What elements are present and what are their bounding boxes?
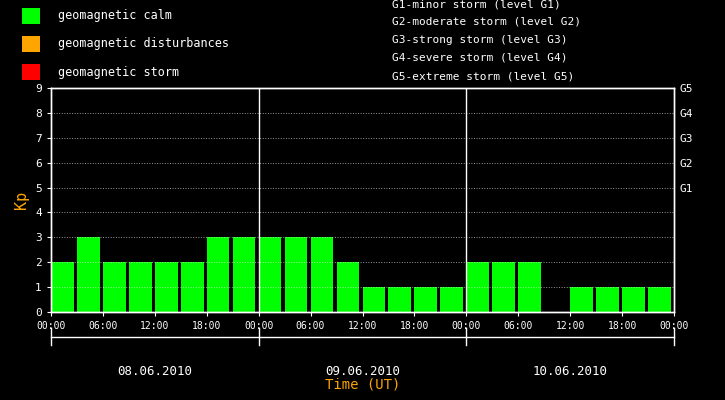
Bar	[259, 237, 281, 312]
Text: geomagnetic storm: geomagnetic storm	[58, 66, 179, 79]
Bar	[518, 262, 542, 312]
Bar	[103, 262, 125, 312]
Text: 10.06.2010: 10.06.2010	[533, 365, 608, 378]
Bar	[77, 237, 99, 312]
Bar	[154, 262, 178, 312]
Text: G1-minor storm (level G1): G1-minor storm (level G1)	[392, 0, 560, 9]
Bar	[571, 287, 593, 312]
FancyBboxPatch shape	[22, 64, 40, 80]
Bar	[466, 262, 489, 312]
Text: 09.06.2010: 09.06.2010	[325, 365, 400, 378]
Bar	[389, 287, 411, 312]
Text: G2-moderate storm (level G2): G2-moderate storm (level G2)	[392, 17, 581, 27]
Text: G4-severe storm (level G4): G4-severe storm (level G4)	[392, 52, 567, 62]
Bar	[181, 262, 204, 312]
Bar	[51, 262, 74, 312]
Bar	[597, 287, 619, 312]
Text: Time (UT): Time (UT)	[325, 378, 400, 392]
Bar	[129, 262, 152, 312]
Bar	[310, 237, 334, 312]
Bar	[285, 237, 307, 312]
FancyBboxPatch shape	[22, 36, 40, 52]
Bar	[233, 237, 255, 312]
Bar	[207, 237, 230, 312]
Bar	[492, 262, 515, 312]
Bar	[415, 287, 437, 312]
Text: G3-strong storm (level G3): G3-strong storm (level G3)	[392, 35, 567, 45]
Bar	[648, 287, 671, 312]
Text: geomagnetic calm: geomagnetic calm	[58, 9, 172, 22]
Text: geomagnetic disturbances: geomagnetic disturbances	[58, 38, 229, 50]
Bar	[441, 287, 463, 312]
Bar	[362, 287, 386, 312]
Text: 08.06.2010: 08.06.2010	[117, 365, 192, 378]
Bar	[336, 262, 360, 312]
Bar	[622, 287, 645, 312]
Y-axis label: Kp: Kp	[14, 191, 30, 209]
Text: G5-extreme storm (level G5): G5-extreme storm (level G5)	[392, 72, 573, 82]
FancyBboxPatch shape	[22, 8, 40, 24]
